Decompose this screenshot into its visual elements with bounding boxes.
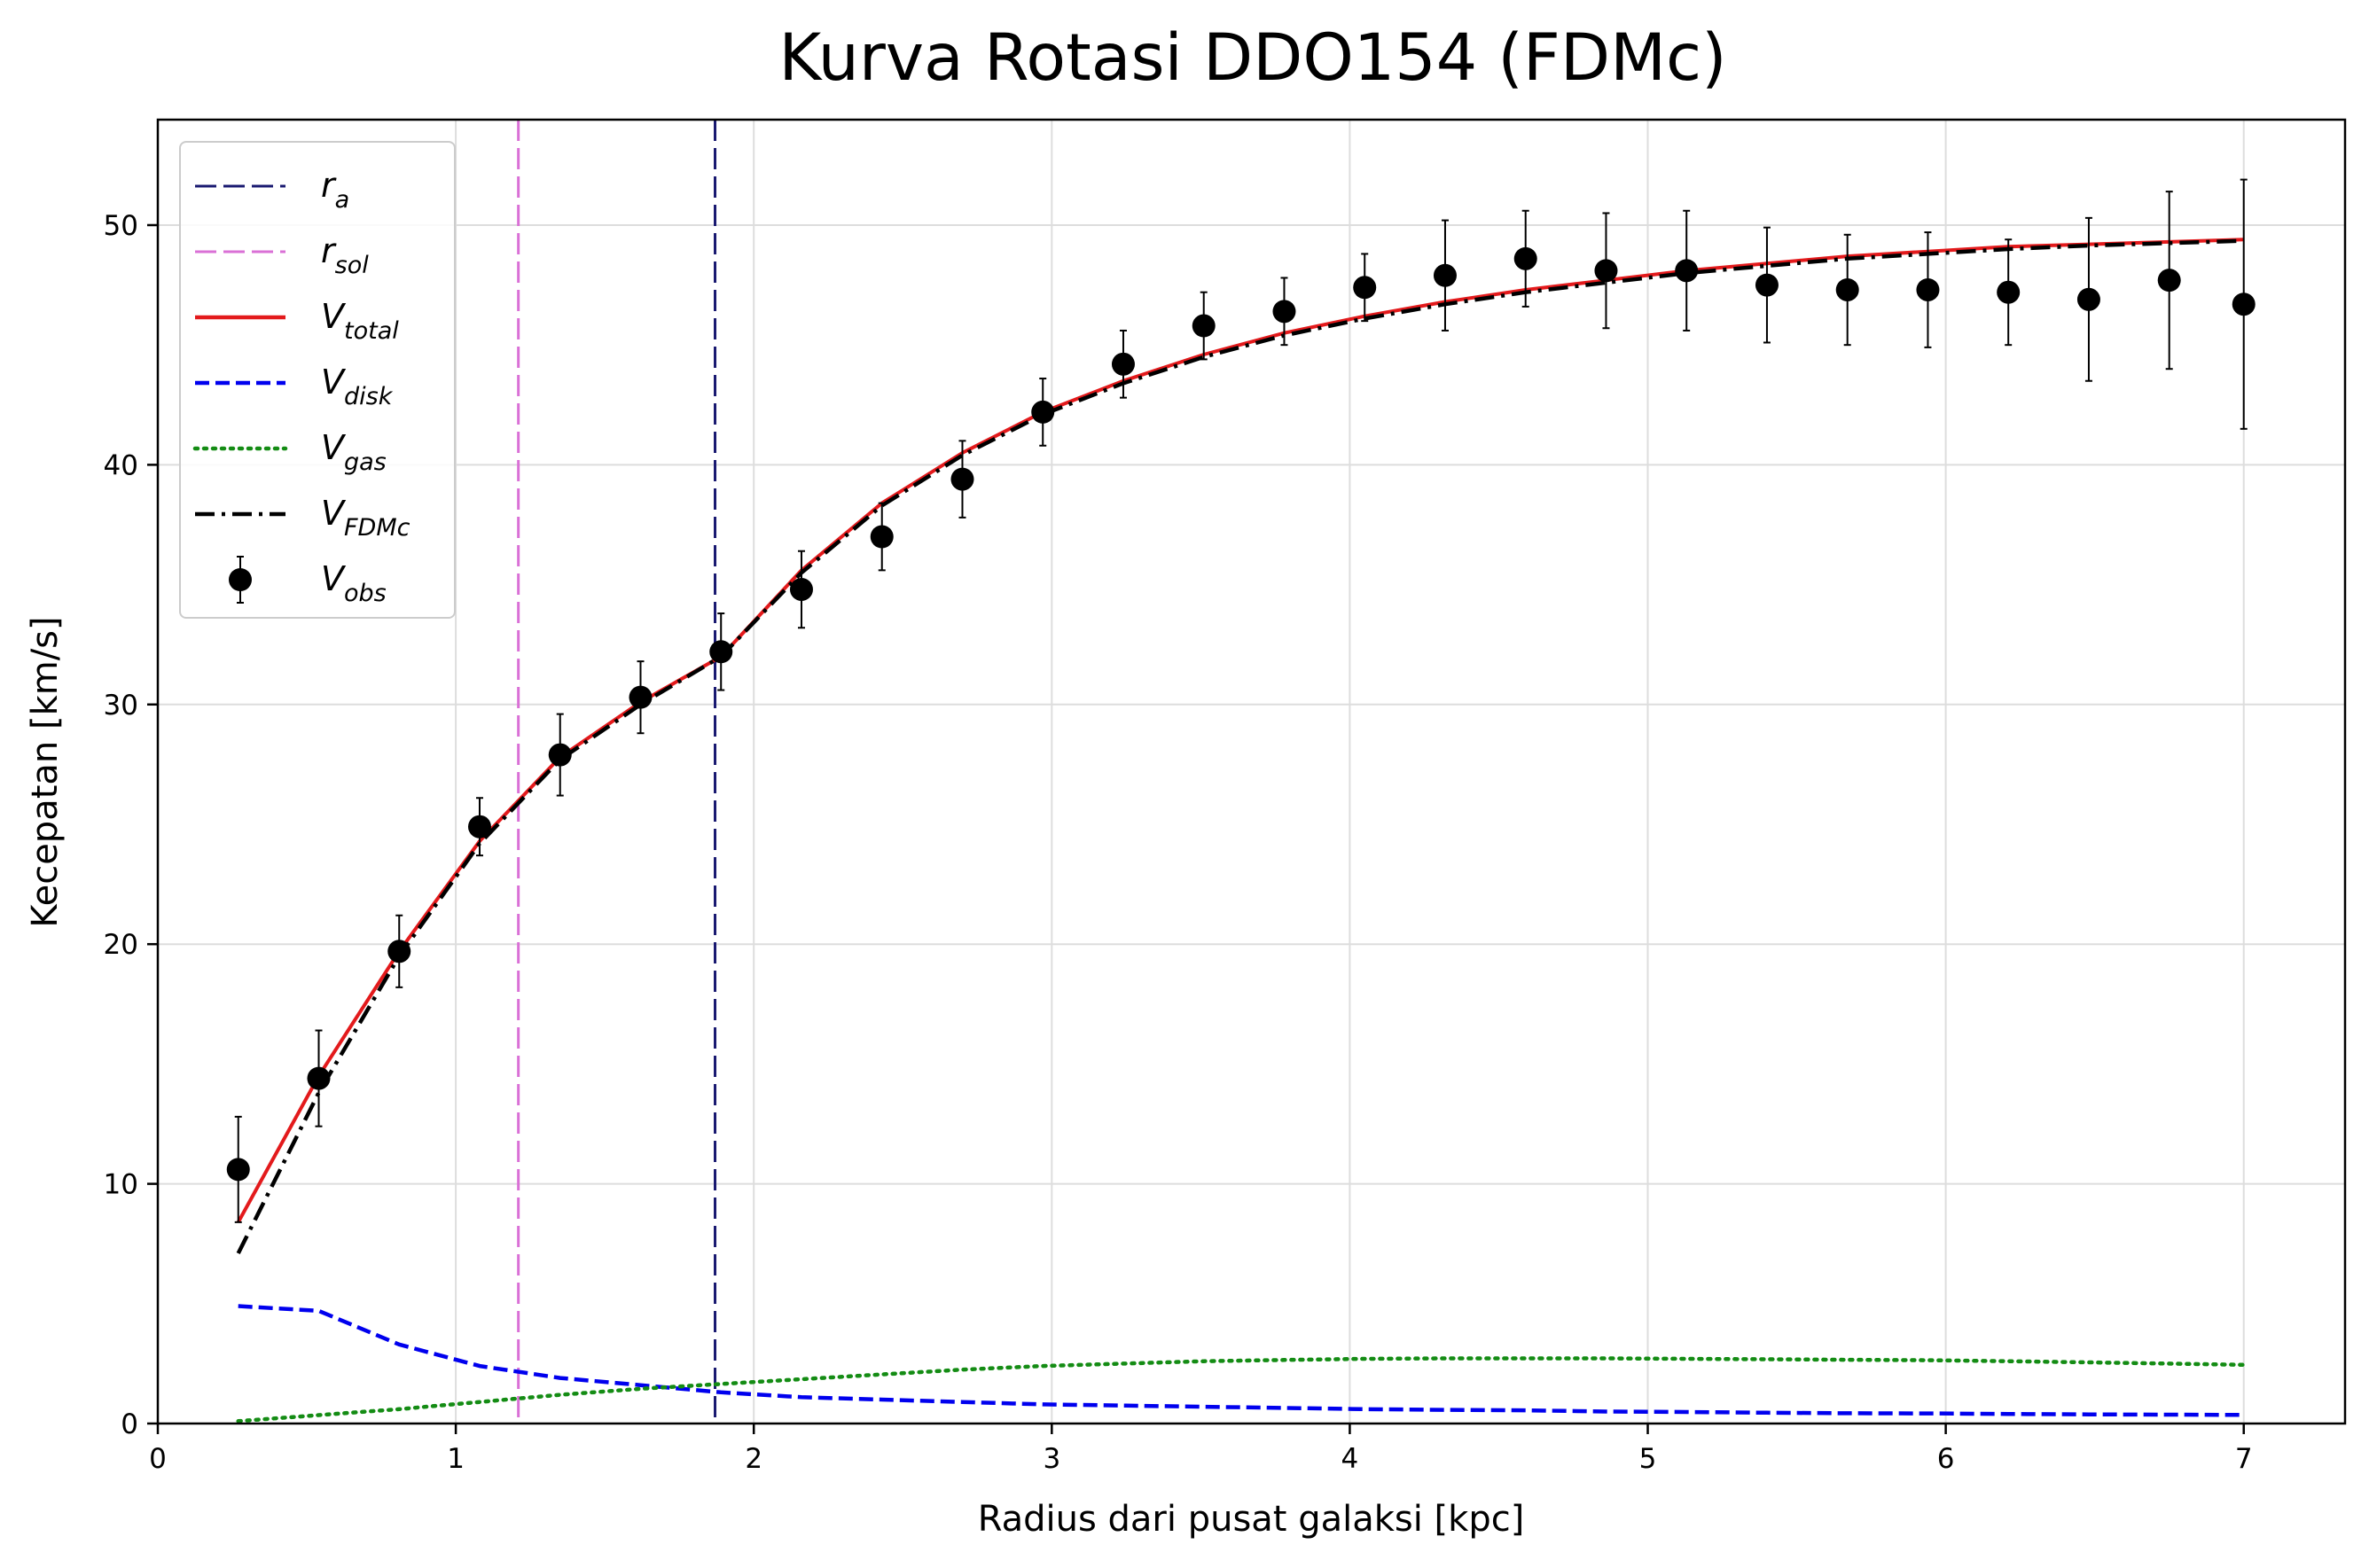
legend-label-base: r (321, 231, 337, 270)
y-tick-label: 40 (104, 449, 138, 481)
legend-label-subscript: sol (335, 252, 370, 279)
legend-label-fdmc: VFDMc (321, 494, 410, 542)
legend-label-total: Vtotal (321, 297, 399, 345)
legend-label-base: V (321, 559, 347, 598)
obs-point (467, 815, 491, 839)
x-tick-label: 3 (1043, 1443, 1060, 1475)
legend-label-subscript: total (344, 317, 399, 345)
x-tick-label: 7 (2235, 1443, 2253, 1475)
obs-point (709, 640, 733, 664)
legend-label-base: V (321, 428, 347, 467)
legend-label-subscript: gas (344, 449, 387, 476)
plot-area (226, 120, 2256, 1424)
x-tick-label: 6 (1937, 1443, 1955, 1475)
x-tick-label: 2 (745, 1443, 762, 1475)
obs-point (1192, 314, 1216, 338)
chart-title: Kurva Rotasi DDO154 (FDMc) (778, 20, 1726, 96)
obs-point (1594, 259, 1618, 283)
legend-label-base: V (321, 494, 347, 533)
obs-point (548, 743, 572, 767)
x-tick-label: 1 (447, 1443, 465, 1475)
obs-point (1031, 400, 1055, 424)
legend-label-a: ra (321, 166, 349, 214)
y-tick-label: 20 (104, 929, 138, 961)
obs-point (629, 685, 653, 709)
legend-label-sol: rsol (321, 231, 369, 279)
legend-label-base: V (321, 363, 347, 402)
legend-label-subscript: a (335, 186, 350, 214)
obs-point (1353, 276, 1377, 300)
obs-point (1755, 273, 1779, 297)
y-tick-label: 10 (104, 1169, 138, 1201)
obs-point (1916, 277, 1940, 301)
legend-handle-obs-marker (229, 568, 252, 591)
obs-point (1111, 352, 1135, 376)
obs-point (950, 467, 974, 491)
legend-label-disk: Vdisk (321, 363, 394, 410)
y-axis-label: Kecepatan [km/s] (25, 616, 66, 927)
obs-point (1433, 263, 1457, 287)
x-tick-label: 0 (149, 1443, 167, 1475)
obs-point (1272, 300, 1296, 324)
series-line-gas (236, 1356, 2246, 1424)
obs-point (1675, 259, 1699, 283)
axes: 0 1 2 3 4 5 6 7 0 10 20 30 40 50 (104, 210, 2253, 1475)
x-tick-label: 4 (1341, 1443, 1359, 1475)
obs-point (1835, 277, 1859, 301)
x-tick-label: 5 (1639, 1443, 1657, 1475)
legend-label-base: r (321, 166, 337, 205)
x-axis-label: Radius dari pusat galaksi [kpc] (978, 1499, 1525, 1540)
obs-point (2232, 293, 2256, 316)
y-tick-label: 50 (104, 210, 138, 242)
series-line-fdmc (236, 238, 2244, 1255)
legend-box (179, 141, 456, 619)
obs-point (789, 577, 813, 601)
y-tick-label: 0 (121, 1408, 138, 1440)
plot-frame (156, 118, 2347, 1425)
legend-label-gas: Vgas (321, 428, 387, 476)
obs-point (307, 1066, 331, 1090)
obs-point (2157, 269, 2181, 293)
y-tick-label: 30 (104, 690, 138, 722)
legend-label-subscript: disk (344, 383, 394, 410)
obs-point (870, 525, 894, 549)
legend-label-base: V (321, 297, 347, 336)
obs-point (387, 940, 411, 963)
obs-point (2076, 287, 2100, 311)
legend-label-obs: Vobs (321, 559, 387, 607)
obs-point (1997, 280, 2021, 304)
legend-label-subscript: obs (344, 580, 387, 607)
obs-point (1513, 246, 1537, 270)
obs-point (226, 1158, 250, 1182)
legend-label-subscript: FDMc (344, 514, 410, 542)
